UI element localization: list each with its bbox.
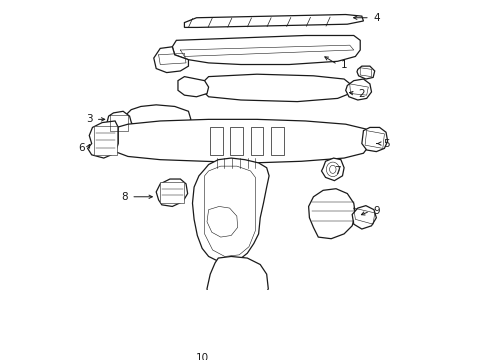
Polygon shape — [184, 14, 363, 27]
Polygon shape — [153, 47, 188, 73]
Text: 7: 7 — [334, 166, 340, 176]
Text: 10: 10 — [195, 353, 208, 360]
Polygon shape — [160, 182, 184, 203]
Polygon shape — [112, 120, 369, 163]
Polygon shape — [192, 158, 268, 263]
Polygon shape — [107, 111, 132, 132]
Polygon shape — [351, 206, 376, 229]
Polygon shape — [321, 158, 344, 181]
Polygon shape — [204, 166, 255, 256]
Text: 4: 4 — [372, 13, 379, 23]
Polygon shape — [210, 127, 223, 155]
Polygon shape — [345, 79, 371, 100]
Text: 6: 6 — [78, 143, 84, 153]
Polygon shape — [356, 66, 374, 79]
Polygon shape — [199, 343, 221, 360]
Ellipse shape — [325, 162, 339, 177]
Polygon shape — [126, 105, 190, 129]
Polygon shape — [156, 179, 187, 206]
Polygon shape — [361, 127, 387, 152]
Polygon shape — [230, 127, 243, 155]
Polygon shape — [199, 305, 239, 350]
Text: 2: 2 — [358, 89, 365, 99]
Polygon shape — [250, 127, 263, 155]
Polygon shape — [202, 74, 351, 102]
Polygon shape — [206, 206, 237, 237]
Polygon shape — [172, 36, 360, 64]
Text: 1: 1 — [340, 59, 346, 69]
Text: 5: 5 — [382, 139, 388, 149]
Polygon shape — [206, 256, 268, 311]
Polygon shape — [94, 126, 117, 155]
Text: 9: 9 — [372, 206, 379, 216]
Text: 3: 3 — [86, 114, 92, 124]
Polygon shape — [87, 121, 118, 158]
Polygon shape — [270, 127, 283, 155]
Text: 8: 8 — [121, 192, 128, 202]
Polygon shape — [178, 77, 208, 97]
Polygon shape — [308, 189, 355, 239]
